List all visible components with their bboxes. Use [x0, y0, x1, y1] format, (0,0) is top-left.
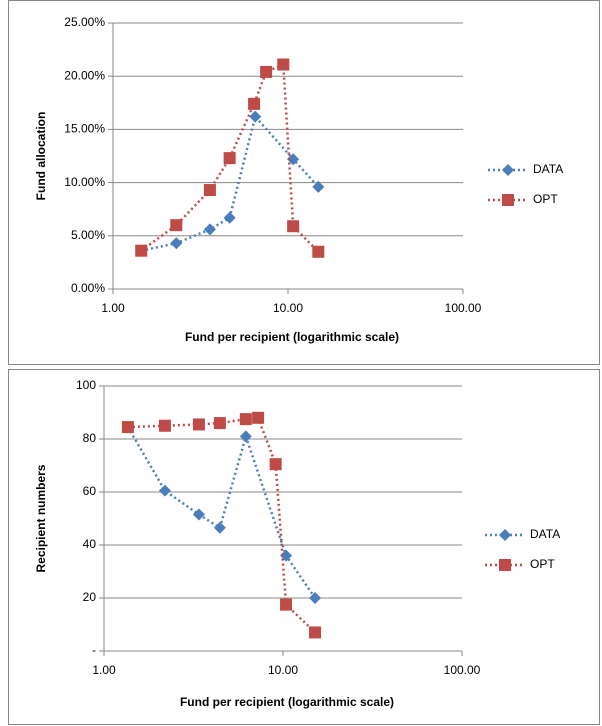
y-axis-label: Recipient numbers: [34, 464, 48, 572]
y-tick-label: 25.00%: [64, 15, 105, 29]
x-tick-label: 10.00: [268, 663, 298, 677]
marker: [287, 220, 300, 233]
marker: [239, 430, 252, 443]
y-axis-label: Fund allocation: [34, 112, 48, 201]
y-tick-label: 20: [83, 590, 97, 604]
x-tick-label: 100.00: [445, 301, 482, 315]
marker: [287, 153, 300, 166]
marker: [192, 508, 205, 521]
chart: - 20 40 60 80 100 1.00 10.00 100.00 Recipient num…: [8, 369, 600, 725]
x-tick-label: 10.00: [273, 301, 303, 315]
marker: [312, 180, 325, 193]
marker: [269, 458, 282, 471]
chart: 0.00% 5.00% 10.00% 15.00% 20.00% 25.00% 1.00 10…: [8, 0, 600, 365]
marker: [249, 110, 262, 123]
y-tick-label: 80: [83, 431, 97, 445]
legend-label: OPT: [530, 557, 555, 571]
marker: [203, 223, 216, 236]
x-tick-label: 1.00: [92, 663, 116, 677]
series-line: [126, 426, 317, 599]
y-tick-label: 10.00%: [64, 175, 105, 189]
marker: [223, 211, 236, 224]
marker: [135, 244, 148, 257]
marker: [309, 592, 322, 604]
x-axis-label: Fund per recipient (logarithmic scale): [185, 330, 399, 344]
marker: [158, 484, 171, 497]
marker: [170, 219, 183, 232]
marker: [309, 626, 322, 639]
marker: [121, 421, 134, 434]
chart-border: [8, 369, 600, 725]
y-tick-label: -: [92, 643, 96, 657]
marker: [239, 413, 252, 426]
x-tick-label: 100.00: [444, 663, 481, 677]
legend-label: DATA: [533, 162, 563, 176]
y-tick-label: 60: [83, 484, 97, 498]
y-tick-label: 100: [76, 378, 96, 392]
marker: [213, 521, 226, 534]
y-tick-label: 0.00%: [71, 281, 105, 295]
y-tick-label: 20.00%: [64, 68, 105, 82]
marker: [192, 418, 205, 431]
marker: [312, 245, 325, 258]
legend-marker: [502, 164, 514, 176]
y-tick-label: 15.00%: [64, 122, 105, 136]
chart-border: [8, 0, 600, 365]
marker: [248, 97, 261, 110]
legend-label: OPT: [533, 192, 558, 206]
y-tick-label: 40: [83, 537, 97, 551]
marker: [158, 419, 171, 432]
marker: [280, 549, 293, 562]
legend-label: DATA: [530, 527, 560, 541]
legend-marker: [499, 529, 511, 541]
x-tick-label: 1.00: [101, 301, 125, 315]
marker: [203, 184, 216, 197]
marker: [252, 411, 265, 424]
marker: [260, 65, 273, 78]
x-axis-label: Fund per recipient (logarithmic scale): [180, 695, 394, 709]
marker: [223, 152, 236, 165]
marker: [213, 417, 226, 430]
marker: [170, 237, 183, 250]
legend-marker: [499, 559, 511, 571]
marker: [280, 598, 293, 611]
legend-marker: [502, 194, 514, 206]
y-tick-label: 5.00%: [71, 228, 105, 242]
marker: [277, 58, 290, 71]
